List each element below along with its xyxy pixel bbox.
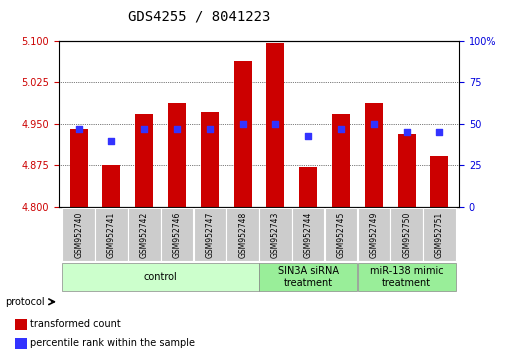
Bar [266, 44, 285, 207]
Bar [259, 263, 357, 291]
Point [206, 126, 214, 132]
Bar [292, 208, 325, 261]
Text: SIN3A siRNA
treatment: SIN3A siRNA treatment [278, 266, 339, 288]
Bar [128, 208, 161, 261]
Bar [193, 208, 226, 261]
Bar [233, 61, 252, 207]
Text: GSM952751: GSM952751 [435, 211, 444, 258]
Bar [358, 263, 456, 291]
Text: GSM952748: GSM952748 [238, 211, 247, 258]
Bar [135, 114, 153, 207]
Bar [430, 155, 448, 207]
Text: protocol: protocol [5, 297, 45, 307]
Bar [358, 208, 390, 261]
Text: GSM952745: GSM952745 [337, 211, 346, 258]
Point [140, 126, 148, 132]
Point [173, 126, 181, 132]
Bar [226, 208, 259, 261]
Bar [15, 319, 27, 330]
Text: GSM952740: GSM952740 [74, 211, 83, 258]
Bar [161, 208, 193, 261]
Text: GSM952747: GSM952747 [205, 211, 214, 258]
Bar [15, 338, 27, 349]
Bar [390, 208, 423, 261]
Bar [95, 208, 128, 261]
Bar [201, 112, 219, 207]
Point [304, 133, 312, 138]
Text: GSM952746: GSM952746 [172, 211, 182, 258]
Bar [103, 166, 121, 207]
Text: GSM952749: GSM952749 [369, 211, 379, 258]
Bar [70, 130, 88, 207]
Point [436, 130, 444, 135]
Bar [423, 208, 456, 261]
Point [337, 126, 345, 132]
Text: percentile rank within the sample: percentile rank within the sample [30, 338, 195, 348]
Text: control: control [144, 272, 177, 282]
Bar [299, 167, 317, 207]
Bar [365, 103, 383, 207]
Text: miR-138 mimic
treatment: miR-138 mimic treatment [370, 266, 443, 288]
Bar [325, 208, 357, 261]
Text: GSM952742: GSM952742 [140, 211, 149, 258]
Bar [63, 263, 259, 291]
Point [370, 121, 378, 127]
Bar [259, 208, 292, 261]
Text: GSM952744: GSM952744 [304, 211, 313, 258]
Point [239, 121, 247, 127]
Text: GSM952750: GSM952750 [402, 211, 411, 258]
Bar [332, 114, 350, 207]
Point [107, 138, 115, 143]
Bar [63, 208, 95, 261]
Point [403, 130, 411, 135]
Bar [168, 103, 186, 207]
Text: GSM952743: GSM952743 [271, 211, 280, 258]
Bar [398, 134, 416, 207]
Point [271, 121, 280, 127]
Text: GDS4255 / 8041223: GDS4255 / 8041223 [128, 9, 270, 23]
Text: GSM952741: GSM952741 [107, 211, 116, 258]
Point [74, 126, 83, 132]
Text: transformed count: transformed count [30, 319, 121, 329]
